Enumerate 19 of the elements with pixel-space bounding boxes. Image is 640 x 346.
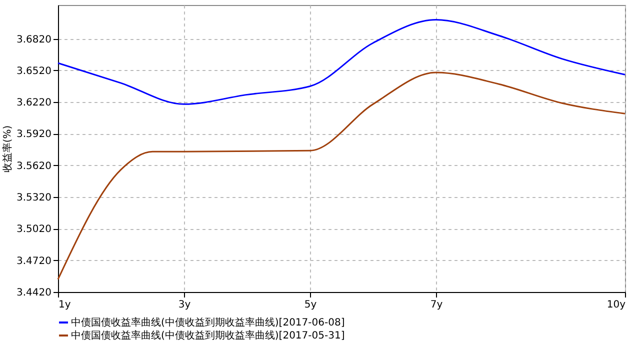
y-axis-title: 收益率(%) (2, 125, 14, 173)
x-tick-label: 5y (304, 300, 317, 310)
x-tick-label: 7y (430, 300, 443, 310)
y-tick-label: 3.6820 (16, 34, 52, 46)
y-tick-label: 3.6520 (16, 66, 52, 77)
y-tick-label: 3.4420 (16, 288, 52, 298)
x-tick-label: 1y (58, 300, 71, 310)
y-tick-label: 3.5920 (16, 129, 52, 140)
x-tick-label: 10y (606, 300, 626, 310)
legend-label: 中债国债收益率曲线(中债收益到期收益率曲线)[2017-05-31] (71, 330, 345, 342)
line-series (57, 72, 626, 280)
line-series (57, 19, 626, 105)
y-tick-label: 3.5620 (16, 160, 52, 172)
legend-label: 中债国债收益率曲线(中债收益到期收益率曲线)[2017-06-08] (71, 316, 345, 328)
x-tick-label: 3y (178, 300, 191, 310)
y-tick-label: 3.5320 (16, 192, 52, 204)
y-tick-label: 3.4720 (16, 256, 52, 267)
y-tick-label: 3.6220 (16, 98, 52, 109)
y-tick-label: 3.5020 (16, 224, 52, 236)
